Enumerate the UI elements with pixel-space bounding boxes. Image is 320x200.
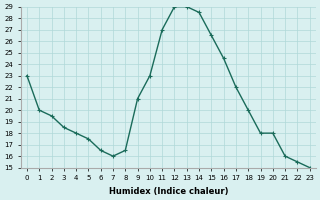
X-axis label: Humidex (Indice chaleur): Humidex (Indice chaleur) [108, 187, 228, 196]
